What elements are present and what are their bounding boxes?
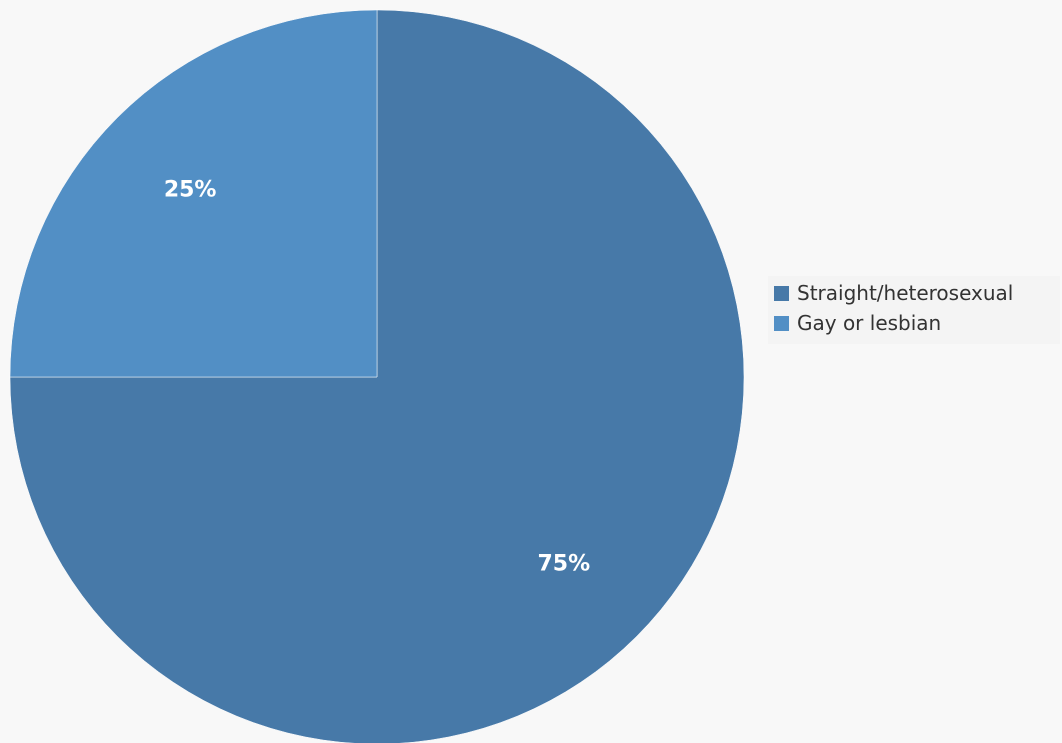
pie-slice-label-straight-heterosexual: 75%: [538, 551, 591, 576]
pie-slices: [9, 9, 745, 743]
pie-slice-labels: 75% 25%: [164, 178, 590, 577]
legend-label-gay-or-lesbian: Gay or lesbian: [797, 311, 942, 335]
legend-swatch-straight-heterosexual: [774, 285, 789, 301]
pie-slice-gay-or-lesbian[interactable]: [9, 9, 378, 378]
legend-item-gay-or-lesbian[interactable]: Gay or lesbian: [774, 308, 1060, 338]
legend-item-straight-heterosexual[interactable]: Straight/heterosexual: [774, 278, 1060, 308]
pie-slice-straight-heterosexual[interactable]: [9, 9, 745, 743]
pie-slice-label-gay-or-lesbian: 25%: [164, 178, 217, 203]
legend-swatch-gay-or-lesbian: [774, 315, 789, 331]
legend-label-straight-heterosexual: Straight/heterosexual: [797, 281, 1014, 305]
legend: Straight/heterosexual Gay or lesbian: [768, 276, 1060, 344]
pie-chart: 75% 25%: [9, 9, 745, 743]
